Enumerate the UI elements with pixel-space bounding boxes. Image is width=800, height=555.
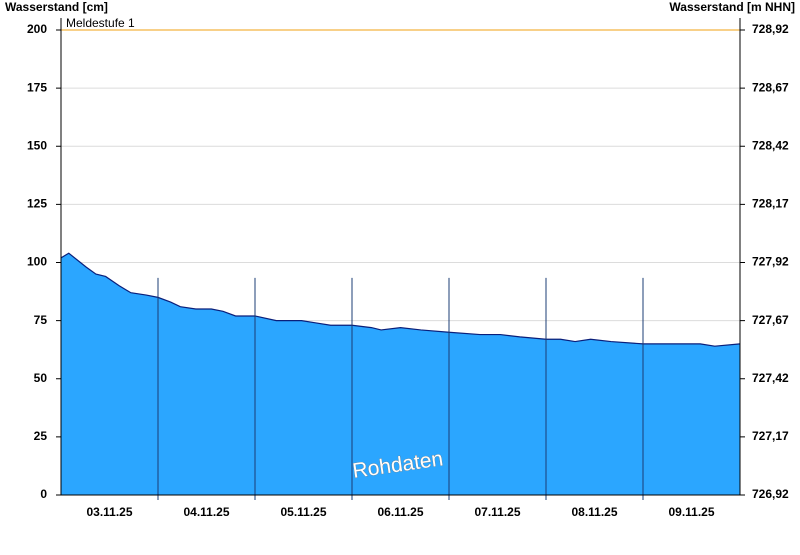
x-tick-label: 04.11.25 bbox=[183, 505, 229, 519]
y2-tick-label: 727,92 bbox=[752, 255, 789, 269]
y2-tick-label: 727,17 bbox=[752, 429, 789, 443]
y-tick-label: 50 bbox=[34, 371, 48, 385]
y-tick-label: 200 bbox=[27, 22, 47, 36]
y2-tick-label: 728,67 bbox=[752, 80, 789, 94]
y2-tick-label: 727,67 bbox=[752, 313, 789, 327]
y-tick-label: 75 bbox=[34, 313, 48, 327]
y2-tick-label: 728,42 bbox=[752, 138, 789, 152]
x-tick-label: 03.11.25 bbox=[86, 505, 132, 519]
x-tick-label: 08.11.25 bbox=[571, 505, 617, 519]
y2-tick-label: 726,92 bbox=[752, 487, 789, 501]
y2-tick-label: 727,42 bbox=[752, 371, 789, 385]
y-tick-label: 25 bbox=[34, 429, 48, 443]
y-tick-label: 175 bbox=[27, 80, 47, 94]
area bbox=[61, 253, 740, 495]
x-tick-label: 07.11.25 bbox=[474, 505, 520, 519]
x-tick-label: 05.11.25 bbox=[280, 505, 326, 519]
y2-tick-label: 728,17 bbox=[752, 197, 789, 211]
y2-axis-title: Wasserstand [m NHN] bbox=[669, 0, 795, 14]
area-line bbox=[60, 252, 741, 347]
y-tick-label: 0 bbox=[40, 487, 47, 501]
x-tick-label: 06.11.25 bbox=[377, 505, 423, 519]
y-tick-label: 150 bbox=[27, 138, 47, 152]
y-tick-label: 125 bbox=[27, 197, 47, 211]
y-axis-title: Wasserstand [cm] bbox=[5, 0, 108, 14]
x-tick-label: 09.11.25 bbox=[668, 505, 714, 519]
y-tick-label: 100 bbox=[27, 255, 47, 269]
threshold-label: Meldestufe 1 bbox=[66, 16, 135, 30]
y2-tick-label: 728,92 bbox=[752, 22, 789, 36]
